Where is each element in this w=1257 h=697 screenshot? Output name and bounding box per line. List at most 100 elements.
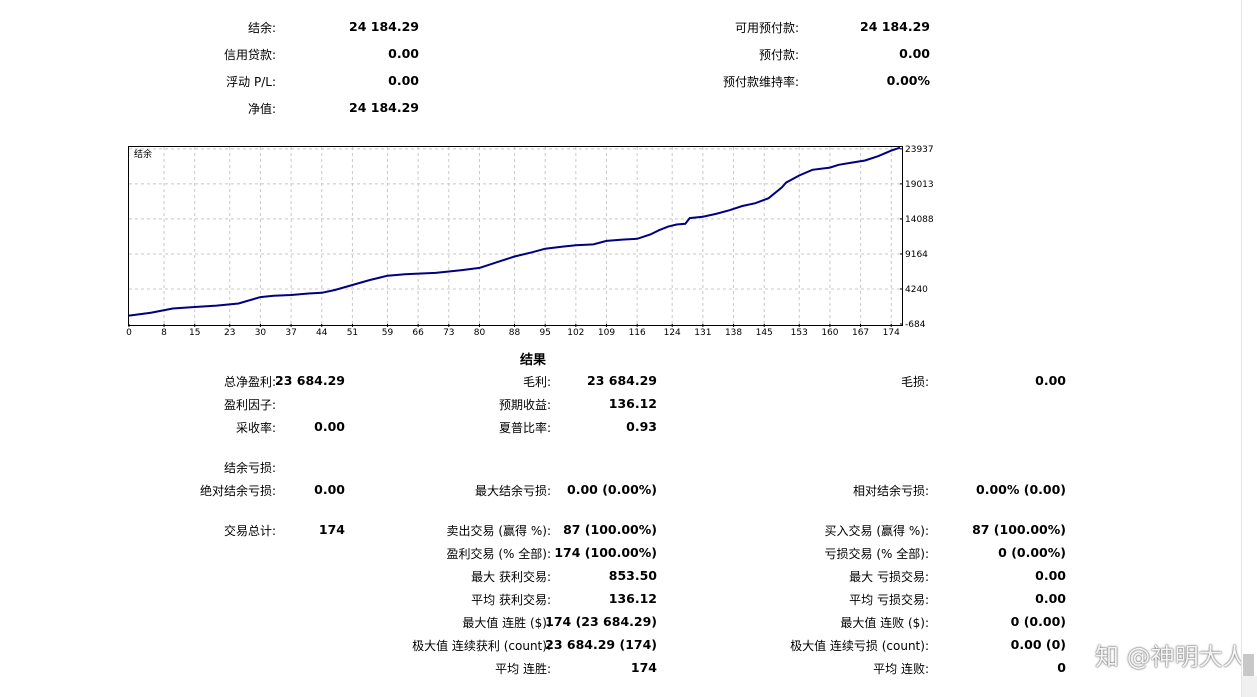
maximal-consec-loss-label: 极大值 连续亏损 (count): <box>790 639 929 653</box>
y-tick-label: 4240 <box>905 285 928 295</box>
total-trades-value: 174 <box>318 522 345 537</box>
x-tick-label: 88 <box>509 328 521 338</box>
x-tick-label: 51 <box>347 328 358 338</box>
loss-trades-label: 亏损交易 (% 全部): <box>824 547 929 561</box>
y-tick-label: 9164 <box>905 250 928 260</box>
rel-drawdown-value: 0.00% (0.00) <box>976 482 1066 497</box>
profit-trades-value: 174 (100.00%) <box>554 545 657 560</box>
largest-profit-value: 853.50 <box>608 568 657 583</box>
sharpe-ratio-label: 夏普比率: <box>498 421 551 435</box>
gross-profit-label: 毛利: <box>522 375 551 389</box>
margin-value: 0.00 <box>899 46 930 61</box>
max-consec-wins-label: 最大值 连胜 ($): <box>462 616 551 630</box>
x-tick-label: 174 <box>883 328 900 338</box>
results-title: 结果 <box>520 353 547 368</box>
x-tick-label: 95 <box>539 328 550 338</box>
long-trades-label: 买入交易 (赢得 %): <box>824 524 929 538</box>
equity-value: 24 184.29 <box>349 100 419 115</box>
x-tick-label: 15 <box>189 328 200 338</box>
y-tick-label: 14088 <box>905 215 934 225</box>
x-tick-label: 109 <box>598 328 615 338</box>
x-tick-label: 73 <box>443 328 454 338</box>
balance-series-line <box>128 146 901 317</box>
balance-drawdown-label: 结余亏损: <box>223 461 276 475</box>
total-trades-label: 交易总计: <box>223 524 276 538</box>
short-trades-label: 卖出交易 (赢得 %): <box>446 524 551 538</box>
gross-loss-label: 毛损: <box>900 375 929 389</box>
x-tick-label: 124 <box>664 328 681 338</box>
floating-pl-label: 浮动 P/L: <box>226 75 276 89</box>
free-margin-value: 24 184.29 <box>860 19 930 34</box>
abs-drawdown-value: 0.00 <box>314 482 345 497</box>
max-consec-wins-value: 174 (23 684.29) <box>545 614 657 629</box>
x-tick-label: 131 <box>694 328 711 338</box>
watermark-text: 知 @神明大人 <box>1095 643 1247 671</box>
x-tick-label: 8 <box>161 328 167 338</box>
margin-label: 预付款: <box>758 48 799 62</box>
chart-frame <box>128 146 903 326</box>
x-tick-label: 102 <box>567 328 584 338</box>
max-consec-losses-label: 最大值 连败 ($): <box>840 616 929 630</box>
x-tick-label: 66 <box>412 328 424 338</box>
profit-trades-label: 盈利交易 (% 全部): <box>446 547 551 561</box>
max-drawdown-value: 0.00 (0.00%) <box>567 482 657 497</box>
vertical-scrollbar[interactable] <box>1241 0 1257 697</box>
x-tick-label: 23 <box>224 328 235 338</box>
margin-level-value: 0.00% <box>886 73 930 88</box>
avg-loss-label: 平均 亏损交易: <box>849 593 929 607</box>
free-margin-label: 可用预付款: <box>734 21 799 35</box>
total-net-profit-value: 23 684.29 <box>275 373 345 388</box>
sharpe-ratio-value: 0.93 <box>626 419 657 434</box>
long-trades-value: 87 (100.00%) <box>972 522 1066 537</box>
max-consec-losses-value: 0 (0.00) <box>1010 614 1066 629</box>
maximal-consec-loss-value: 0.00 (0) <box>1010 637 1066 652</box>
profit-factor-label: 盈利因子: <box>223 398 276 412</box>
total-net-profit-label: 总净盈利: <box>223 375 276 389</box>
floating-pl-value: 0.00 <box>388 73 419 88</box>
expected-payoff-label: 预期收益: <box>498 398 551 412</box>
largest-profit-label: 最大 获利交易: <box>471 570 551 584</box>
y-tick-label: -684 <box>905 320 926 330</box>
avg-profit-value: 136.12 <box>608 591 657 606</box>
x-tick-label: 153 <box>791 328 808 338</box>
avg-consec-wins-value: 174 <box>630 660 657 675</box>
scrollbar-bottom-track[interactable] <box>1242 676 1257 697</box>
x-tick-label: 30 <box>255 328 267 338</box>
x-tick-label: 37 <box>285 328 296 338</box>
x-tick-label: 160 <box>821 328 838 338</box>
x-tick-label: 138 <box>725 328 742 338</box>
credit-value: 0.00 <box>388 46 419 61</box>
chart-title: 结余 <box>134 148 152 160</box>
max-drawdown-label: 最大结余亏损: <box>474 484 551 498</box>
avg-loss-value: 0.00 <box>1035 591 1066 606</box>
x-tick-label: 0 <box>126 328 132 338</box>
balance-label: 结余: <box>247 21 276 35</box>
avg-consec-losses-label: 平均 连败: <box>873 662 929 676</box>
largest-loss-value: 0.00 <box>1035 568 1066 583</box>
y-tick-label: 19013 <box>905 180 934 190</box>
loss-trades-value: 0 (0.00%) <box>998 545 1066 560</box>
avg-consec-losses-value: 0 <box>1057 660 1066 675</box>
margin-level-label: 预付款维持率: <box>722 75 799 89</box>
rel-drawdown-label: 相对结余亏损: <box>852 484 929 498</box>
credit-label: 信用贷款: <box>223 48 276 62</box>
largest-loss-label: 最大 亏损交易: <box>849 570 929 584</box>
maximal-consec-profit-label: 极大值 连续获利 (count): <box>412 639 551 653</box>
x-tick-label: 145 <box>756 328 773 338</box>
y-tick-label: 23937 <box>905 145 934 155</box>
maximal-consec-profit-value: 23 684.29 (174) <box>545 637 657 652</box>
short-trades-value: 87 (100.00%) <box>563 522 657 537</box>
x-tick-label: 167 <box>852 328 869 338</box>
equity-label: 净值: <box>247 102 276 116</box>
expected-payoff-value: 136.12 <box>608 396 657 411</box>
scrollbar-thumb[interactable] <box>1243 654 1254 676</box>
abs-drawdown-label: 绝对结余亏损: <box>199 484 276 498</box>
x-tick-label: 44 <box>316 328 328 338</box>
balance-value: 24 184.29 <box>349 19 419 34</box>
x-tick-label: 80 <box>474 328 486 338</box>
avg-consec-wins-label: 平均 连胜: <box>495 662 551 676</box>
recovery-factor-value: 0.00 <box>314 419 345 434</box>
x-tick-label: 116 <box>629 328 646 338</box>
avg-profit-label: 平均 获利交易: <box>471 593 551 607</box>
